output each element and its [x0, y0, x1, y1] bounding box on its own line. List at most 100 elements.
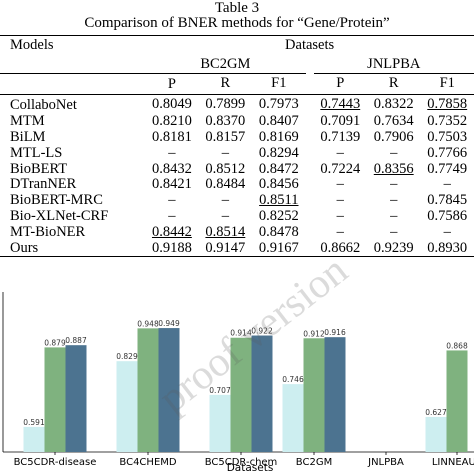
x-tick-label: JNLPBA: [367, 457, 404, 468]
table-cell: 0.8662: [320, 239, 361, 256]
table-cell: 0.9167: [258, 239, 299, 256]
results-table: Models Datasets BC2GM JNLPBA P R F1 P R …: [0, 35, 474, 257]
table-cell: 0.7858: [427, 95, 468, 112]
data-label: 0.949: [158, 319, 180, 328]
bar: [446, 350, 468, 452]
table-header-row: Models Datasets: [0, 35, 474, 54]
x-tick-label: BC2GM: [296, 457, 332, 468]
model-name: MTM: [10, 113, 45, 130]
model-name: DTranNER: [10, 176, 77, 193]
model-name: MT-BioNER: [10, 223, 86, 240]
table-title: Comparison of BNER methods for “Gene/Pro…: [84, 15, 390, 31]
table-cell: –: [336, 176, 344, 193]
table-cell: 0.8421: [151, 176, 192, 193]
table-cell: 0.8511: [259, 192, 299, 209]
metric-header: P: [167, 75, 176, 92]
table-cell: 0.8370: [205, 113, 246, 130]
table-cell: 0.9188: [151, 239, 192, 256]
data-label: 0.948: [137, 319, 159, 328]
table-cell: –: [168, 207, 176, 224]
metric-header-row: P R F1 P R F1: [0, 73, 474, 95]
table-cell: 0.7586: [427, 207, 468, 224]
table-number: Table 3: [214, 0, 260, 16]
data-label: 0.746: [282, 375, 304, 384]
group-bc2gm: BC2GM: [145, 53, 306, 74]
table-cell: 0.8210: [151, 113, 192, 130]
metric-header: F1: [439, 75, 455, 92]
table-cell: 0.7352: [427, 113, 468, 130]
table-cell: –: [390, 176, 398, 193]
data-label: 0.916: [324, 328, 346, 337]
data-label: 0.914: [230, 329, 252, 338]
model-name: BioBERT: [10, 160, 68, 177]
table-cell: 0.8456: [258, 176, 299, 193]
table-cell: –: [336, 207, 344, 224]
bar: [282, 384, 304, 452]
x-axis-label: Datasets: [227, 462, 274, 474]
x-tick-label: LINNEAUS: [432, 457, 474, 468]
table-cell: 0.8407: [258, 113, 299, 130]
metric-header: R: [388, 75, 399, 92]
table-cell: 0.8442: [151, 223, 192, 240]
model-name: Bio-XLNet-CRF: [10, 207, 109, 224]
table-cell: 0.9239: [373, 239, 414, 256]
table-cell: 0.8472: [258, 160, 299, 177]
table-row: MTM 0.8210 0.8370 0.8407 0.7091 0.7634 0.7352: [0, 113, 474, 130]
table-cell: 0.9147: [205, 239, 246, 256]
table-cell: 0.7503: [427, 128, 468, 145]
table-row: DTranNER 0.8421 0.8484 0.8456 – – –: [0, 176, 474, 193]
bar: [44, 347, 66, 452]
table-cell: 0.7749: [427, 160, 468, 177]
table-row: BioBERT 0.8432 0.8512 0.8472 0.7224 0.8356 0.7…: [0, 160, 474, 178]
table-cell: 0.8514: [205, 223, 246, 240]
table-cell: 0.8294: [258, 144, 299, 161]
bar: [324, 337, 346, 452]
table-row: Bio-XLNet-CRF – – 0.8252 – – 0.7586: [0, 207, 474, 225]
metric-header: R: [220, 75, 231, 92]
model-name: BiLM: [10, 128, 46, 145]
bar: [116, 361, 138, 452]
table-cell: –: [336, 144, 344, 161]
table-cell: –: [336, 192, 344, 209]
table-cell: 0.8356: [373, 160, 414, 177]
table-cell: –: [443, 223, 451, 240]
bar: [303, 338, 325, 452]
table-cell: 0.8930: [427, 239, 468, 256]
model-name: MTL-LS: [10, 144, 63, 161]
data-label: 0.887: [65, 336, 87, 345]
bar: [425, 416, 447, 452]
table-cell: 0.8512: [205, 160, 246, 177]
bar: [209, 394, 231, 452]
bar: [158, 328, 180, 452]
table-row: MTL-LS – – 0.8294 – – 0.7766: [0, 144, 474, 162]
x-tick-label: BC5CDR-disease: [14, 457, 97, 468]
data-label: 0.868: [446, 341, 468, 350]
x-tick-label: BC4CHEMD: [119, 457, 176, 468]
table-cell: –: [443, 176, 451, 193]
table-cell: 0.7634: [373, 113, 414, 130]
table-row: BiLM 0.8181 0.8157 0.8169 0.7139 0.7906 0.7503: [0, 128, 474, 146]
table-cell: –: [390, 192, 398, 209]
table-cell: –: [336, 223, 344, 240]
table-cell: 0.8432: [151, 160, 192, 177]
model-name: Ours: [10, 239, 39, 256]
table-cell: 0.8484: [205, 176, 246, 193]
table-cell: –: [221, 192, 229, 209]
data-label: 0.591: [23, 418, 45, 427]
table-cell: –: [168, 144, 176, 161]
bar: [65, 345, 87, 452]
bar: [230, 337, 252, 452]
data-label: 0.627: [425, 408, 447, 417]
model-name: CollaboNet: [10, 97, 77, 114]
table-cell: 0.8169: [258, 128, 299, 145]
bar: [251, 335, 273, 452]
bar: [23, 426, 45, 452]
group-header-row: BC2GM JNLPBA: [0, 53, 474, 74]
data-label: 0.879: [44, 338, 66, 347]
table-cell: 0.7139: [320, 128, 361, 145]
table-cell: 0.8322: [373, 95, 414, 112]
table-cell: –: [390, 223, 398, 240]
table-cell: 0.7443: [320, 95, 361, 112]
table-cell: –: [221, 207, 229, 224]
